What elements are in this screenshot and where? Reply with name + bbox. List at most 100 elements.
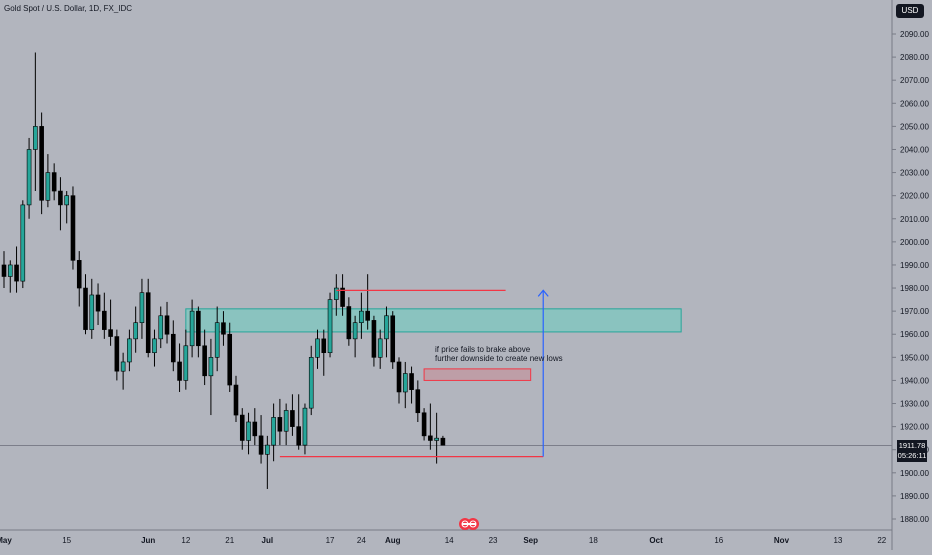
y-tick-label: 2070.00 [900,76,929,85]
candle-up [327,299,333,354]
candle-up [152,338,157,354]
supply-zone-rect [185,308,682,333]
y-tick-label: 2040.00 [900,145,929,154]
candle-down [365,310,370,321]
candle-down [421,412,427,437]
candle-up [214,322,220,358]
chart-title: Gold Spot / U.S. Dollar, 1D, FX_IDC [4,4,133,13]
candle-up [89,294,95,330]
candle-up [359,310,364,323]
candle-down [440,437,446,446]
x-tick-label: Aug [385,536,401,545]
candle-up [402,373,408,393]
candle-down [296,426,301,446]
y-tick-label: 2060.00 [900,99,929,108]
y-tick-label: 2000.00 [900,238,929,247]
candle-up [334,287,339,300]
candle-up [45,172,51,201]
bar-countdown: 05:26:11 [897,451,927,460]
candle-down [39,126,44,201]
candle-down [239,414,245,441]
candle-up [33,126,38,150]
x-tick-label: 15 [62,536,71,545]
candle-up [133,322,138,340]
x-tick-label: May [0,536,12,545]
candle-down [76,260,82,289]
y-tick-label: 1970.00 [900,307,929,316]
y-tick-label: 2080.00 [900,53,929,62]
candle-up [246,421,251,441]
annotation-layer [279,289,549,458]
candle-down [51,172,57,192]
zone-layer [0,308,892,447]
x-tick-label: 18 [589,536,598,545]
x-tick-label: 23 [489,536,498,545]
annotation-text: if price fails to brake above further do… [435,345,563,363]
tradingview-logo-icon[interactable] [458,517,480,531]
candle-down [170,333,176,363]
candle-up [139,292,145,323]
candle-down [221,322,226,335]
candle-down [196,310,201,347]
candle-down [346,306,352,340]
candle-down [70,195,76,261]
candle-down [83,287,88,330]
x-tick-label: 22 [877,536,886,545]
candle-down [102,310,107,330]
annotation-line-2: further downside to create new lows [435,354,563,363]
candle-down [390,315,396,363]
candle-down [108,329,113,337]
price-axis[interactable]: 2090.00 2080.00 2070.00 2060.00 2050.00 2040.… [891,0,929,550]
x-tick-label: 16 [714,536,723,545]
x-tick-label: 17 [326,536,335,545]
candle-down [14,264,19,282]
y-tick-label: 1980.00 [900,284,929,293]
candle-down [95,294,101,312]
target-arrow-head [537,289,549,297]
currency-button[interactable]: USD [896,4,924,18]
candle-up [20,204,26,282]
x-tick-label: Jul [262,536,274,545]
y-tick-label: 2030.00 [900,169,929,178]
x-tick-label: 12 [181,536,190,545]
candle-down [227,333,233,386]
candle-down [233,384,239,416]
x-tick-label: Jun [141,536,155,545]
candle-up [208,357,214,377]
y-tick-label: 2020.00 [900,192,929,201]
last-price-tag: 1911.78 05:26:11 [897,440,927,462]
candle-down [277,417,283,432]
candle-down [321,338,327,354]
x-tick-label: 14 [445,536,454,545]
candle-down [164,315,170,335]
candle-down [258,435,264,455]
candle-down [145,292,151,354]
candle-layer [1,52,446,489]
x-tick-label: Nov [774,536,790,545]
candle-down [202,345,207,377]
x-tick-label: 21 [225,536,234,545]
candle-down [177,361,182,381]
candle-up [7,264,13,277]
y-tick-label: 1940.00 [900,376,929,385]
candle-down [114,336,120,372]
y-tick-label: 1990.00 [900,261,929,270]
x-tick-label: Sep [523,536,538,545]
y-tick-label: 1950.00 [900,353,929,362]
y-tick-label: 2050.00 [900,122,929,131]
y-tick-label: 1960.00 [900,330,929,339]
candle-up [283,410,289,432]
candle-up [64,195,69,206]
y-tick-label: 1900.00 [900,469,929,478]
candle-up [271,417,276,446]
candle-down [290,410,295,427]
candle-up [120,361,126,372]
resistance-zone-rect [423,368,532,381]
candle-down [428,435,433,441]
time-axis[interactable]: May 15 Jun 12 21 Jul 17 24 Aug 14 23 Sep 18 Oct 16 Nov 1… [0,529,892,545]
candle-up [302,407,308,446]
y-tick-label: 1930.00 [900,400,929,409]
candle-up [308,357,314,409]
